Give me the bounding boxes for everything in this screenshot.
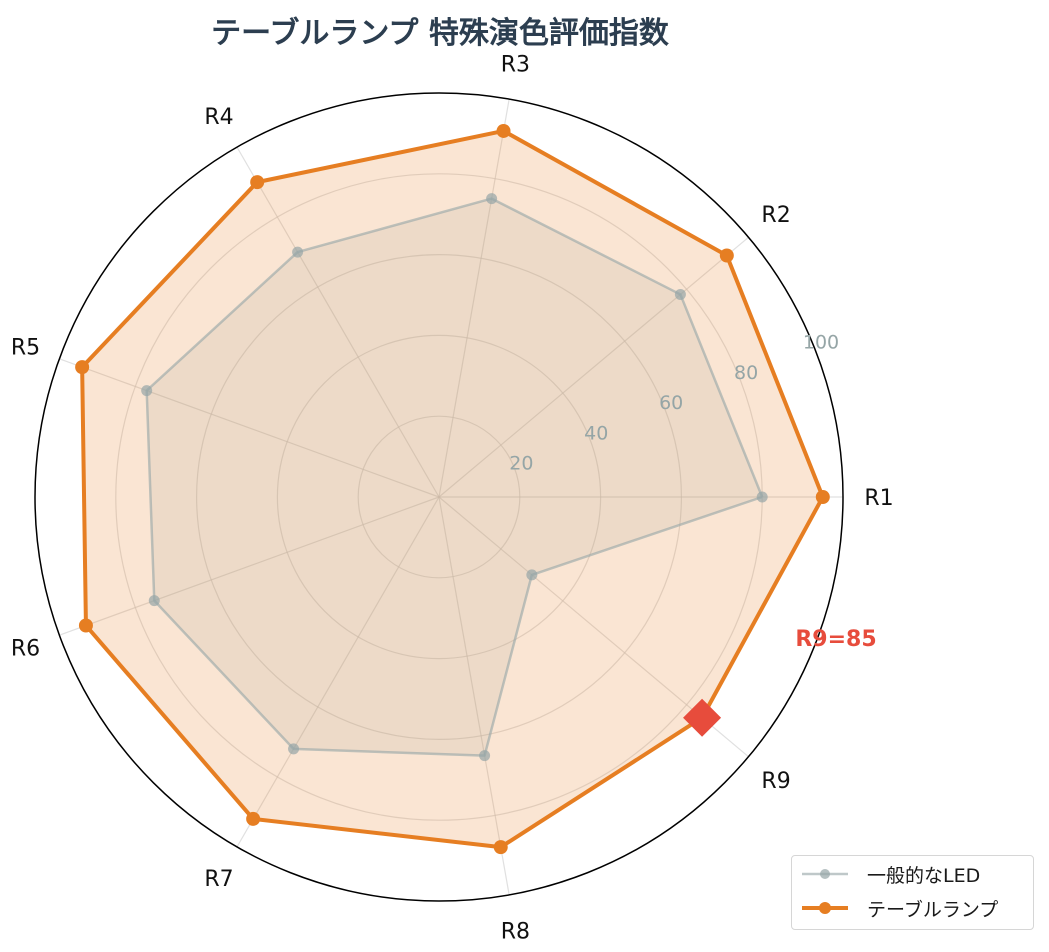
category-label: R6 [11,636,40,661]
series-line [145,197,764,757]
annotation-label: R9=85 [795,627,876,652]
radial-tick-label: 100 [803,332,839,354]
radial-tick-label: 20 [509,453,533,475]
axis-labels: R9=85 20 40 60 80 100 R1 R2 R3 R4 R5 R6 R7 R8 R9 [11,53,894,945]
legend-item-led: 一般的なLED [792,859,1033,889]
legend-label: 一般的なLED [867,864,981,887]
data-point [756,491,768,503]
category-label: R7 [204,867,233,892]
category-label: R9 [761,769,790,794]
category-label: R3 [501,53,530,78]
data-point [486,193,498,205]
data-point [141,385,153,397]
chart-title: テーブルランプ 特殊演色評価指数 [211,16,669,51]
grid-spoke [438,99,510,498]
radial-tick-label: 80 [734,362,758,384]
category-label: R2 [761,203,790,228]
grid-spoke [438,496,510,895]
data-point [288,743,300,755]
data-point [526,569,538,581]
grid-spoke [438,236,749,498]
data-point [815,490,830,504]
data-point [246,811,261,826]
radial-tick-label: 60 [659,392,683,414]
highlight-diamond-icon [683,698,722,737]
data-point [719,248,734,263]
data-point [78,618,93,633]
data-point [75,360,90,375]
data-point [148,595,160,607]
grid-spoke [59,496,440,636]
category-label: R1 [864,486,893,511]
data-point [674,288,686,300]
grid-spoke [236,146,440,498]
legend-label: テーブルランプ [867,898,999,921]
grid-spoke [59,358,440,498]
radial-tick-label: 40 [584,422,608,444]
category-label: R5 [11,336,40,361]
outer-frame [34,92,844,902]
legend-line-marker-icon [802,869,848,879]
legend-item-lamp: テーブルランプ [792,893,1033,923]
grid-spoke [236,496,440,848]
series-fill [146,198,763,756]
data-point [250,175,265,190]
legend: 一般的なLED テーブルランプ [791,855,1034,930]
series-line [80,128,825,850]
data-point [493,840,508,855]
legend-line-marker-icon [802,902,848,914]
category-label: R4 [204,105,233,130]
data-point [292,246,304,258]
data-point [496,123,511,138]
series-fill [82,130,823,848]
radar-grid [34,92,844,902]
data-point [479,750,491,762]
category-label: R8 [501,919,530,944]
radar-series [75,123,830,855]
